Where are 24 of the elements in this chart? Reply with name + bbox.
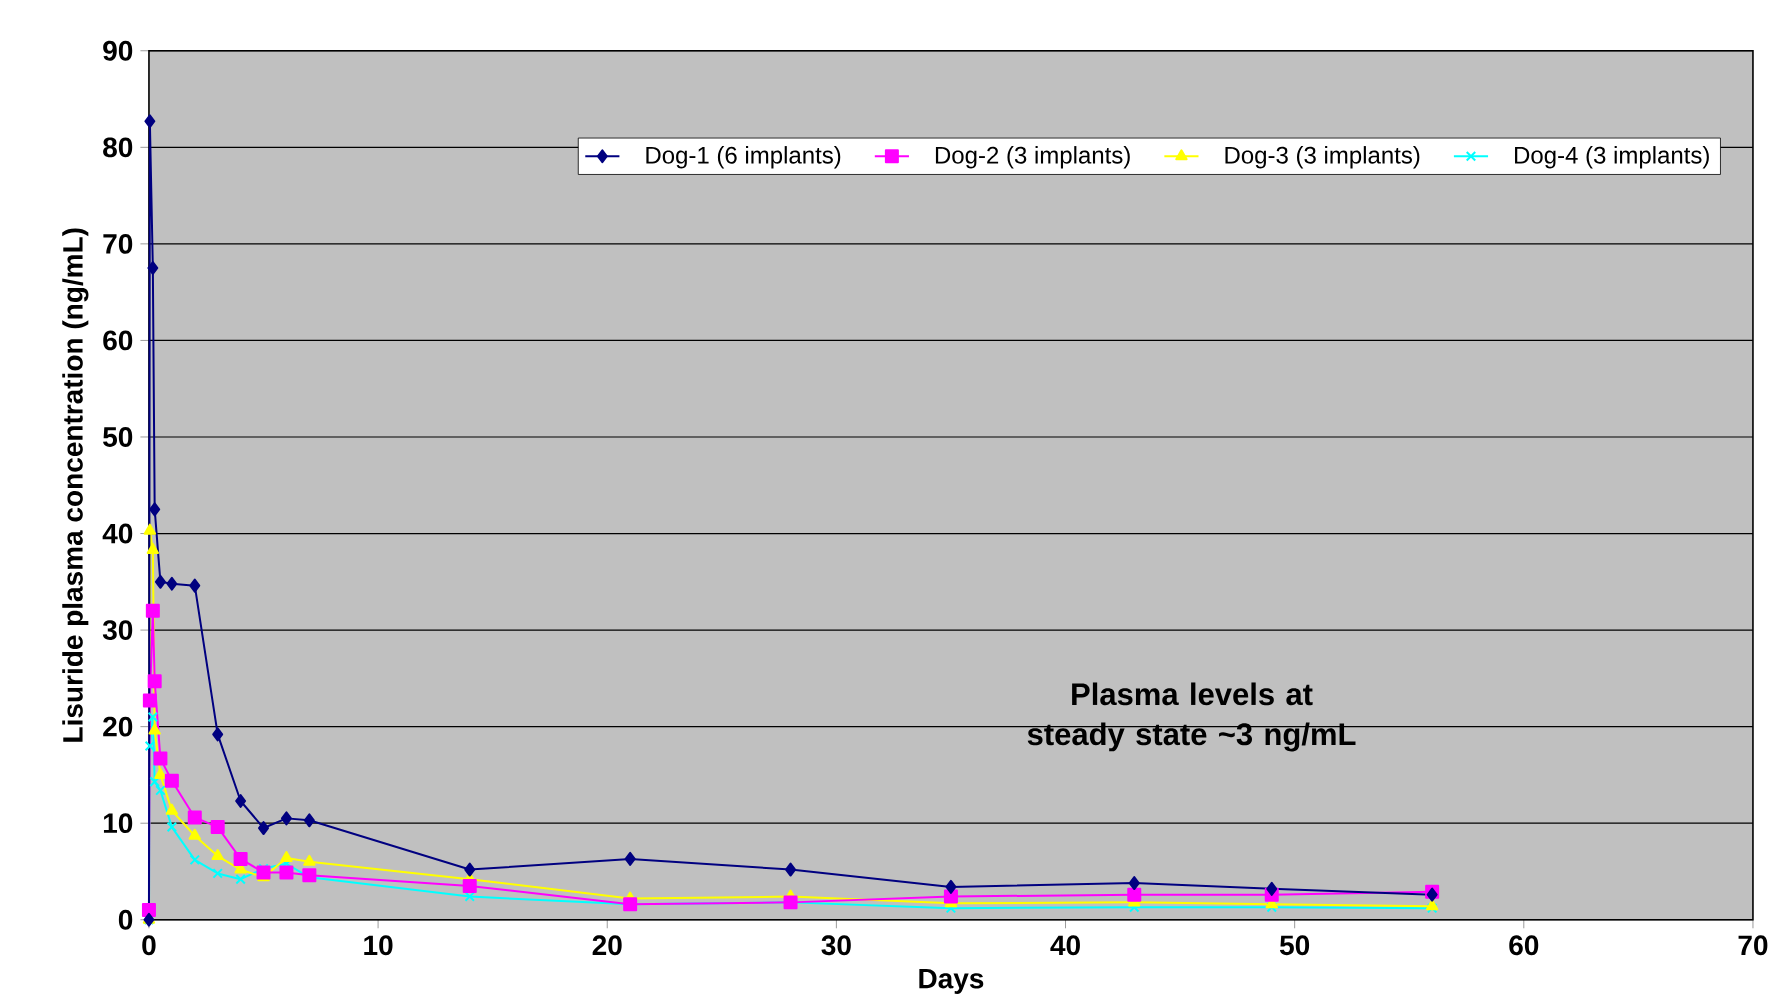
y-tick-label: 40 [102, 523, 133, 544]
x-axis-title: Days [919, 968, 984, 995]
x-tick-label: 70 [1738, 935, 1768, 956]
y-tick-label: 50 [103, 427, 133, 447]
y-tick-label: 70 [103, 233, 133, 254]
y-tick-label: 10 [103, 813, 133, 834]
x-tick-label: 60 [1509, 935, 1539, 956]
legend-label: Dog-1 (6 implants) [646, 146, 841, 169]
y-axis-title: Lisuride plasma concentration (ng/mL) [62, 228, 89, 742]
y-tick-label: 60 [103, 330, 133, 351]
legend-label: Dog-4 (3 implants) [1515, 146, 1709, 169]
x-tick-label: 30 [821, 935, 851, 956]
legend-label: Dog-2 (3 implants) [935, 146, 1130, 169]
y-tick-label: 90 [103, 40, 133, 61]
legend-label: Dog-3 (3 implants) [1225, 146, 1420, 169]
x-tick-label: 10 [364, 935, 393, 956]
y-tick-label: 80 [103, 137, 133, 158]
x-tick-label: 0 [142, 935, 156, 956]
x-tick-label: 50 [1279, 935, 1310, 956]
y-tick-label: 20 [103, 716, 133, 737]
x-tick-label: 20 [592, 935, 622, 956]
y-tick-label: 30 [102, 620, 133, 641]
x-tick-label: 40 [1050, 935, 1080, 956]
y-tick-label: 0 [118, 909, 133, 930]
